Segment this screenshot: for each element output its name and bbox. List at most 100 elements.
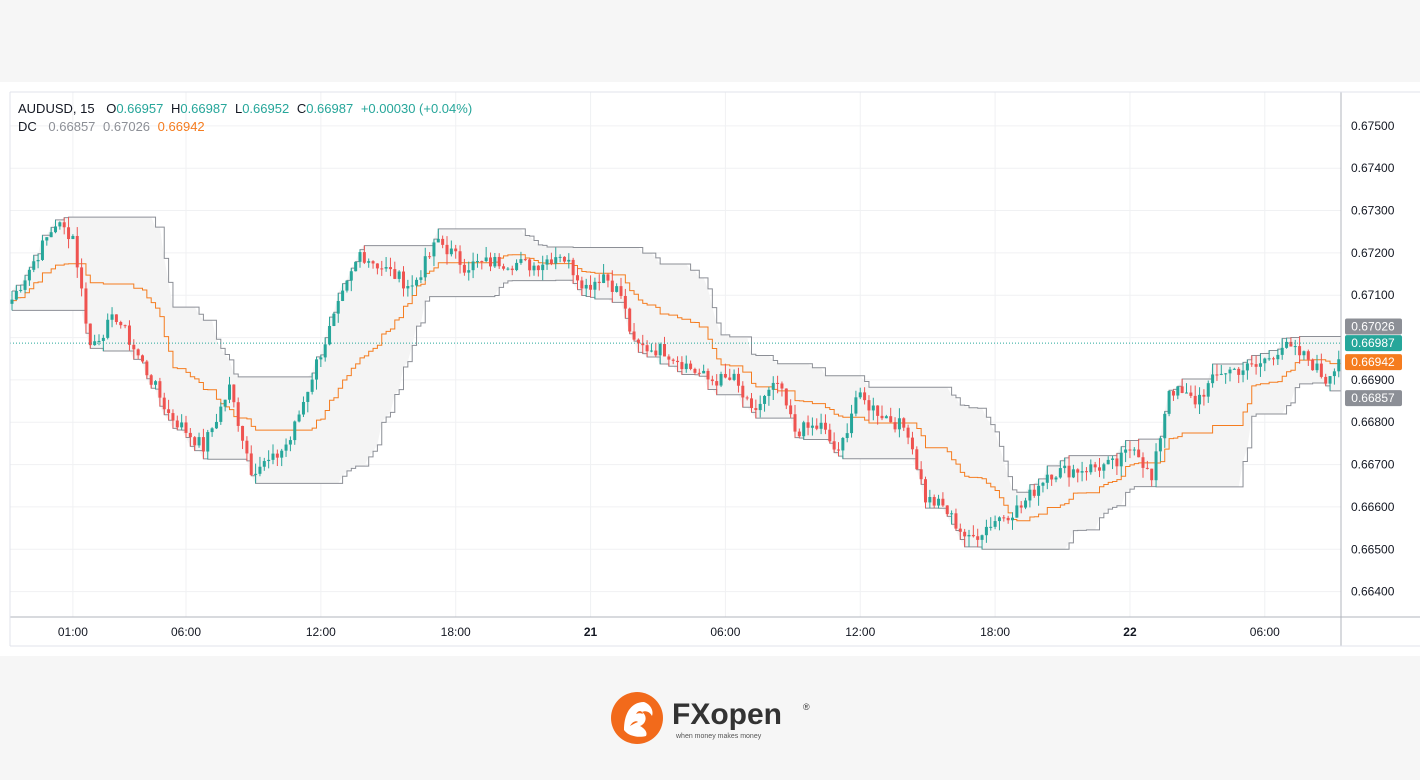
candle-body [697,372,701,374]
candle [580,276,584,296]
candle-body [580,280,584,289]
candle [906,424,910,445]
candle [780,381,784,397]
candle-body [1315,363,1319,371]
candle [837,442,840,457]
candle-body [167,409,171,414]
price-tags: 0.67026 0.66987 0.66942 0.66857 [1345,318,1402,407]
candle [432,239,436,267]
candle-body [810,425,814,428]
candle-body [293,421,297,441]
candle-body [471,261,475,271]
candle [23,275,27,294]
candle-body [819,422,823,429]
candle [397,270,401,283]
candle-body [502,266,506,269]
candle [880,405,884,421]
candle [171,409,175,429]
candle [728,368,732,381]
price-tag: 0.66857 [1345,390,1402,407]
candle-body [850,413,854,434]
candle [1080,461,1084,482]
candle [1058,460,1062,479]
candle-body [1050,474,1054,480]
candle [1224,373,1228,384]
candle-body [1272,358,1275,360]
candle [536,264,540,277]
candle-body [541,264,545,271]
candle-body [1267,358,1271,360]
candle [1202,389,1206,406]
candle [241,425,245,450]
candle [797,428,801,438]
candle-body [597,281,601,284]
candle-body [406,286,410,289]
candle [1272,356,1275,366]
candle [49,227,53,238]
candle [1115,453,1119,476]
candle [119,320,123,329]
candle-body [789,405,793,415]
candle [684,355,688,373]
candle-body [475,261,479,263]
candle [484,246,488,263]
candle-body [1011,517,1014,521]
time-tick-label: 06:00 [171,625,201,639]
close-value: 0.66987 [306,101,354,116]
candle-body [997,517,1001,522]
candle-body [345,280,349,291]
time-tick-label: 22 [1123,625,1137,639]
candle-body [1219,373,1223,375]
candle-body [415,279,419,286]
candle-body [258,466,262,474]
candle-body [676,360,680,363]
candle-body [554,257,558,264]
candle-body [1276,354,1280,360]
candle [1011,512,1014,530]
candle [1119,446,1123,477]
candle-body [375,263,379,269]
candle-body [732,373,736,380]
candle-body [584,284,588,289]
candle-body [1211,374,1215,384]
candle-body [1185,392,1188,394]
candle [1028,484,1032,508]
candle-body [1041,482,1045,486]
candle [919,461,923,485]
candle-body [658,344,662,356]
candle-body [349,271,353,281]
candle-body [1324,376,1328,384]
candle-body [1084,471,1088,473]
donchian-fill [12,217,1348,550]
candle-body [245,440,249,454]
candle [358,249,362,268]
candle [1071,464,1075,479]
candle-body [214,421,218,429]
candle [319,354,323,368]
price-tag-bg [1345,354,1402,371]
candle-body [954,513,958,529]
candle [950,510,954,525]
candle [1311,358,1315,371]
ohlc-legend: AUDUSD, 15 O0.66957 H0.66987 L0.66952 C0… [18,101,476,116]
candle-body [615,286,619,292]
candle [1189,385,1193,399]
time-tick-label: 18:00 [441,625,471,639]
candle [106,313,110,340]
candle [1289,337,1293,347]
candle [619,277,623,299]
candle-body [741,385,745,398]
candle [67,217,71,249]
candle-body [441,238,445,245]
candle [288,436,292,452]
candle-body [106,319,110,338]
candle-body [663,344,666,357]
candle [606,273,610,288]
candle-body [915,449,919,470]
candle-body [767,389,771,396]
candle-body [332,313,336,326]
candle [989,517,993,531]
candle-body [932,497,936,506]
candle-body [88,323,92,346]
candle [884,414,888,419]
